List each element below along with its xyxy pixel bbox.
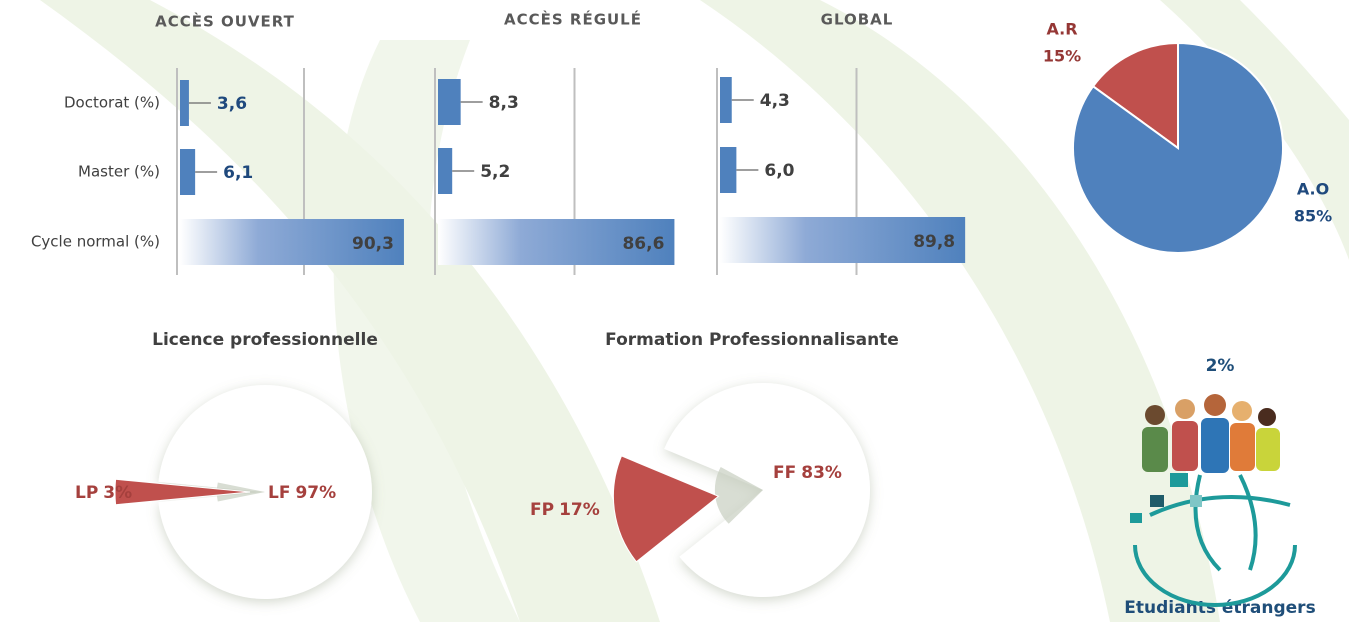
slice-label: 85% [1294,207,1332,226]
slice-value: 17% [559,500,600,520]
chart-title: ACCÈS RÉGULÉ [504,10,642,29]
value-label: 6,1 [223,163,253,183]
value-label: 4,3 [760,91,790,111]
value-label: 89,8 [913,232,955,252]
category-label: Cycle normal (%) [31,233,160,251]
bar [720,77,732,123]
chart-title: Formation Professionnalisante [605,330,899,350]
slice-value: 83% [801,463,842,483]
chart-title: Licence professionnelle [152,330,378,350]
slice-value: 97% [295,483,336,503]
slice-category: A.O [1297,180,1329,199]
chart-title: ACCÈS OUVERT [155,12,295,31]
value-label: 5,2 [480,162,510,182]
stat-value: 2% [1206,356,1235,376]
slice-category: LP [75,483,98,503]
bar [180,149,195,195]
chart-title: GLOBAL [821,11,894,29]
category-label: Master (%) [78,163,160,181]
stat-title: Etudiants étrangers [1124,598,1315,618]
value-label: 86,6 [622,234,664,254]
value-label: 6,0 [764,161,794,181]
slice-category: LF [268,483,290,503]
slice-category: FF [773,463,796,483]
category-label: Doctorat (%) [64,94,160,112]
bar [438,148,452,194]
bar [438,79,461,125]
infographic: ACCÈS OUVERT Doctorat (%) 3,6 Master (%) 6,1… [0,0,1349,622]
bar [180,80,189,126]
slice-category: FP [530,500,554,520]
slice-label: 15% [1043,47,1081,66]
value-label: 3,6 [217,94,247,114]
bar [720,147,736,193]
value-label: 8,3 [489,93,519,113]
slice-category: A.R [1046,20,1077,39]
value-label: 90,3 [352,234,394,254]
slice-value: 3% [103,483,132,503]
